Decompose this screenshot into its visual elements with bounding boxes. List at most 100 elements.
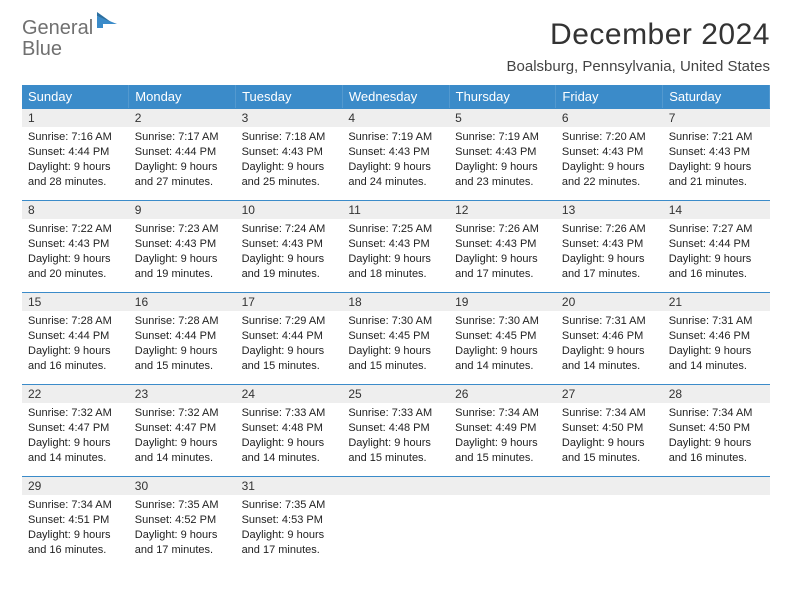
calendar-cell: 30Sunrise: 7:35 AMSunset: 4:52 PMDayligh… [129, 476, 236, 568]
location: Boalsburg, Pennsylvania, United States [507, 58, 771, 75]
day-info [663, 495, 770, 504]
calendar-cell: 12Sunrise: 7:26 AMSunset: 4:43 PMDayligh… [449, 200, 556, 292]
day-info: Sunrise: 7:18 AMSunset: 4:43 PMDaylight:… [236, 127, 343, 195]
month-title: December 2024 [507, 18, 771, 52]
day-number [663, 476, 770, 495]
day-number: 24 [236, 384, 343, 403]
day-info: Sunrise: 7:19 AMSunset: 4:43 PMDaylight:… [449, 127, 556, 195]
calendar-cell: 19Sunrise: 7:30 AMSunset: 4:45 PMDayligh… [449, 292, 556, 384]
day-number: 3 [236, 108, 343, 127]
day-info: Sunrise: 7:26 AMSunset: 4:43 PMDaylight:… [556, 219, 663, 287]
calendar-cell: 25Sunrise: 7:33 AMSunset: 4:48 PMDayligh… [342, 384, 449, 476]
day-number: 9 [129, 200, 236, 219]
day-info: Sunrise: 7:27 AMSunset: 4:44 PMDaylight:… [663, 219, 770, 287]
calendar-cell [342, 476, 449, 568]
day-info: Sunrise: 7:32 AMSunset: 4:47 PMDaylight:… [22, 403, 129, 471]
day-info: Sunrise: 7:17 AMSunset: 4:44 PMDaylight:… [129, 127, 236, 195]
calendar-cell: 16Sunrise: 7:28 AMSunset: 4:44 PMDayligh… [129, 292, 236, 384]
weekday-header: Sunday [22, 85, 129, 108]
day-number: 18 [342, 292, 449, 311]
day-info: Sunrise: 7:24 AMSunset: 4:43 PMDaylight:… [236, 219, 343, 287]
day-info: Sunrise: 7:21 AMSunset: 4:43 PMDaylight:… [663, 127, 770, 195]
calendar-cell: 26Sunrise: 7:34 AMSunset: 4:49 PMDayligh… [449, 384, 556, 476]
day-number: 17 [236, 292, 343, 311]
day-number: 12 [449, 200, 556, 219]
day-number: 5 [449, 108, 556, 127]
day-info: Sunrise: 7:28 AMSunset: 4:44 PMDaylight:… [129, 311, 236, 379]
weekday-header: Friday [556, 85, 663, 108]
logo-text-gray: General [22, 17, 93, 39]
day-number: 23 [129, 384, 236, 403]
weekday-header: Wednesday [342, 85, 449, 108]
weekday-header: Thursday [449, 85, 556, 108]
day-info: Sunrise: 7:31 AMSunset: 4:46 PMDaylight:… [663, 311, 770, 379]
calendar-cell: 23Sunrise: 7:32 AMSunset: 4:47 PMDayligh… [129, 384, 236, 476]
calendar-header-row: SundayMondayTuesdayWednesdayThursdayFrid… [22, 85, 770, 108]
calendar-body: 1Sunrise: 7:16 AMSunset: 4:44 PMDaylight… [22, 108, 770, 568]
calendar-cell [449, 476, 556, 568]
calendar-cell: 14Sunrise: 7:27 AMSunset: 4:44 PMDayligh… [663, 200, 770, 292]
day-number: 11 [342, 200, 449, 219]
calendar-cell: 22Sunrise: 7:32 AMSunset: 4:47 PMDayligh… [22, 384, 129, 476]
calendar-cell: 5Sunrise: 7:19 AMSunset: 4:43 PMDaylight… [449, 108, 556, 200]
day-info: Sunrise: 7:35 AMSunset: 4:52 PMDaylight:… [129, 495, 236, 563]
logo-text-blue: Blue [22, 38, 62, 60]
day-info [342, 495, 449, 504]
calendar-cell: 29Sunrise: 7:34 AMSunset: 4:51 PMDayligh… [22, 476, 129, 568]
calendar-cell: 9Sunrise: 7:23 AMSunset: 4:43 PMDaylight… [129, 200, 236, 292]
day-info: Sunrise: 7:28 AMSunset: 4:44 PMDaylight:… [22, 311, 129, 379]
day-number: 13 [556, 200, 663, 219]
day-info: Sunrise: 7:29 AMSunset: 4:44 PMDaylight:… [236, 311, 343, 379]
day-number: 14 [663, 200, 770, 219]
weekday-header: Monday [129, 85, 236, 108]
calendar-cell: 7Sunrise: 7:21 AMSunset: 4:43 PMDaylight… [663, 108, 770, 200]
day-number: 2 [129, 108, 236, 127]
day-info: Sunrise: 7:34 AMSunset: 4:50 PMDaylight:… [556, 403, 663, 471]
calendar-cell: 31Sunrise: 7:35 AMSunset: 4:53 PMDayligh… [236, 476, 343, 568]
calendar-cell: 15Sunrise: 7:28 AMSunset: 4:44 PMDayligh… [22, 292, 129, 384]
day-info: Sunrise: 7:19 AMSunset: 4:43 PMDaylight:… [342, 127, 449, 195]
day-info: Sunrise: 7:22 AMSunset: 4:43 PMDaylight:… [22, 219, 129, 287]
day-number: 21 [663, 292, 770, 311]
day-info: Sunrise: 7:34 AMSunset: 4:50 PMDaylight:… [663, 403, 770, 471]
day-info: Sunrise: 7:30 AMSunset: 4:45 PMDaylight:… [449, 311, 556, 379]
day-number: 15 [22, 292, 129, 311]
title-block: December 2024 Boalsburg, Pennsylvania, U… [507, 18, 771, 75]
calendar-cell: 3Sunrise: 7:18 AMSunset: 4:43 PMDaylight… [236, 108, 343, 200]
logo: General Blue [22, 18, 119, 60]
day-info: Sunrise: 7:26 AMSunset: 4:43 PMDaylight:… [449, 219, 556, 287]
day-info: Sunrise: 7:35 AMSunset: 4:53 PMDaylight:… [236, 495, 343, 563]
day-number [449, 476, 556, 495]
day-info [449, 495, 556, 504]
day-number: 25 [342, 384, 449, 403]
day-number: 27 [556, 384, 663, 403]
calendar-cell: 1Sunrise: 7:16 AMSunset: 4:44 PMDaylight… [22, 108, 129, 200]
day-number: 26 [449, 384, 556, 403]
day-number: 6 [556, 108, 663, 127]
weekday-header: Saturday [663, 85, 770, 108]
day-number: 4 [342, 108, 449, 127]
calendar-cell: 21Sunrise: 7:31 AMSunset: 4:46 PMDayligh… [663, 292, 770, 384]
calendar-cell [663, 476, 770, 568]
day-number: 7 [663, 108, 770, 127]
calendar-cell: 11Sunrise: 7:25 AMSunset: 4:43 PMDayligh… [342, 200, 449, 292]
logo-text: General Blue [22, 18, 119, 60]
header: General Blue December 2024 Boalsburg, Pe… [22, 18, 770, 75]
day-info: Sunrise: 7:31 AMSunset: 4:46 PMDaylight:… [556, 311, 663, 379]
day-info: Sunrise: 7:33 AMSunset: 4:48 PMDaylight:… [236, 403, 343, 471]
calendar-cell: 2Sunrise: 7:17 AMSunset: 4:44 PMDaylight… [129, 108, 236, 200]
day-info [556, 495, 663, 504]
day-number: 22 [22, 384, 129, 403]
day-info: Sunrise: 7:30 AMSunset: 4:45 PMDaylight:… [342, 311, 449, 379]
day-info: Sunrise: 7:34 AMSunset: 4:51 PMDaylight:… [22, 495, 129, 563]
day-info: Sunrise: 7:33 AMSunset: 4:48 PMDaylight:… [342, 403, 449, 471]
day-number: 8 [22, 200, 129, 219]
day-number: 30 [129, 476, 236, 495]
day-info: Sunrise: 7:16 AMSunset: 4:44 PMDaylight:… [22, 127, 129, 195]
calendar-cell: 27Sunrise: 7:34 AMSunset: 4:50 PMDayligh… [556, 384, 663, 476]
day-number: 29 [22, 476, 129, 495]
day-number: 28 [663, 384, 770, 403]
calendar-cell: 4Sunrise: 7:19 AMSunset: 4:43 PMDaylight… [342, 108, 449, 200]
day-number: 20 [556, 292, 663, 311]
day-number: 1 [22, 108, 129, 127]
